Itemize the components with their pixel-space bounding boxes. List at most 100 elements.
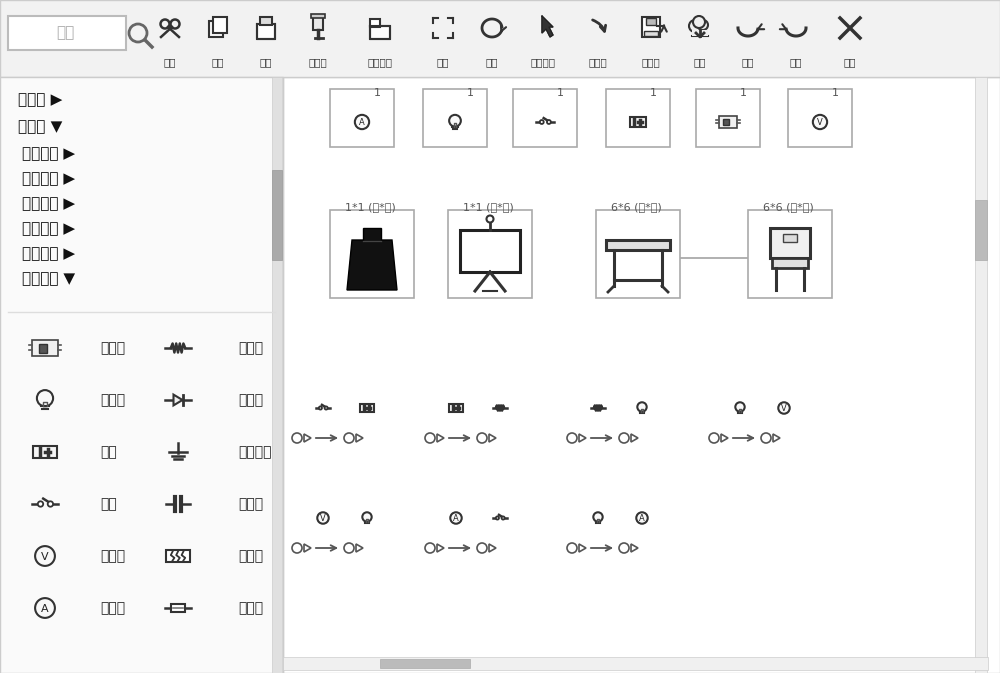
Text: 1*1 (行*列): 1*1 (行*列) — [463, 202, 513, 212]
Circle shape — [636, 512, 648, 524]
Circle shape — [450, 512, 462, 524]
Text: 放缩: 放缩 — [437, 57, 449, 67]
Bar — [723, 118, 729, 125]
Circle shape — [593, 512, 603, 522]
Bar — [272, 170, 282, 260]
Text: 1: 1 — [466, 88, 474, 98]
Circle shape — [693, 16, 705, 28]
Text: 光照元件 ▶: 光照元件 ▶ — [22, 172, 75, 186]
Polygon shape — [489, 544, 496, 552]
Text: 角色元件 ▶: 角色元件 ▶ — [22, 147, 75, 162]
Circle shape — [698, 20, 708, 30]
Bar — [330, 210, 414, 298]
Polygon shape — [773, 434, 780, 442]
Bar — [644, 31, 658, 36]
Bar — [975, 77, 987, 673]
Text: 1*1 (行*列): 1*1 (行*列) — [345, 202, 395, 212]
Bar — [8, 16, 126, 50]
Polygon shape — [542, 16, 553, 37]
Polygon shape — [304, 434, 311, 442]
Bar — [646, 18, 656, 25]
Bar — [719, 116, 737, 128]
Circle shape — [486, 215, 494, 223]
Text: 场景元件 ▼: 场景元件 ▼ — [22, 271, 75, 287]
Polygon shape — [356, 544, 363, 552]
Bar — [313, 16, 323, 30]
Bar — [460, 230, 520, 272]
Polygon shape — [347, 240, 397, 290]
Text: 电压表: 电压表 — [100, 549, 125, 563]
Text: 1: 1 — [556, 88, 564, 98]
Circle shape — [362, 512, 372, 522]
Circle shape — [449, 115, 461, 127]
Text: 指针工具: 指针工具 — [530, 57, 556, 67]
Text: 格式刷: 格式刷 — [309, 57, 327, 67]
Bar — [630, 118, 646, 127]
Circle shape — [778, 402, 790, 414]
Bar — [770, 228, 810, 258]
Text: 撤销: 撤销 — [742, 57, 754, 67]
Bar — [0, 77, 283, 673]
Text: 1: 1 — [650, 88, 656, 98]
Polygon shape — [304, 544, 311, 552]
Circle shape — [35, 546, 55, 566]
Text: A: A — [359, 118, 365, 127]
Text: 搜索: 搜索 — [56, 26, 74, 40]
Bar — [380, 659, 470, 668]
Bar — [449, 404, 463, 412]
Bar — [772, 258, 808, 268]
Text: A: A — [453, 514, 459, 523]
Bar — [260, 17, 272, 25]
Circle shape — [567, 543, 577, 553]
Circle shape — [502, 516, 505, 520]
Text: 6*6 (行*列): 6*6 (行*列) — [763, 202, 813, 212]
Text: 模型元件 ▶: 模型元件 ▶ — [22, 246, 75, 262]
Circle shape — [619, 433, 629, 443]
Bar — [330, 89, 394, 147]
Polygon shape — [437, 434, 444, 442]
Text: 电容器: 电容器 — [238, 497, 263, 511]
Text: 重做: 重做 — [790, 57, 802, 67]
Polygon shape — [721, 434, 728, 442]
Circle shape — [477, 543, 487, 553]
Bar — [513, 89, 577, 147]
Bar — [171, 604, 185, 612]
Circle shape — [37, 390, 53, 406]
Text: 1: 1 — [740, 88, 746, 98]
Bar — [33, 446, 57, 458]
Circle shape — [547, 120, 551, 124]
Bar — [360, 404, 374, 412]
Text: 剪切: 剪切 — [164, 57, 176, 67]
Circle shape — [761, 433, 771, 443]
Circle shape — [735, 402, 745, 412]
Bar — [0, 0, 1000, 77]
Text: 6*6 (行*列): 6*6 (行*列) — [611, 202, 661, 212]
Text: 保险丝: 保险丝 — [238, 601, 263, 615]
Polygon shape — [579, 434, 586, 442]
Bar — [783, 234, 797, 242]
Text: 元件库 ▼: 元件库 ▼ — [18, 120, 62, 135]
Circle shape — [709, 433, 719, 443]
Text: 保存: 保存 — [694, 57, 706, 67]
Bar — [39, 343, 47, 353]
Circle shape — [619, 543, 629, 553]
Text: 另存为: 另存为 — [642, 57, 660, 67]
Bar — [213, 17, 227, 33]
Bar — [272, 77, 282, 673]
Circle shape — [35, 598, 55, 618]
Polygon shape — [356, 434, 363, 442]
Bar — [283, 657, 988, 670]
Bar — [283, 77, 1000, 673]
Bar — [642, 17, 660, 37]
Circle shape — [38, 501, 43, 507]
Bar — [696, 89, 760, 147]
Bar — [448, 210, 532, 298]
Bar — [311, 14, 325, 18]
Text: V: V — [320, 514, 326, 523]
Bar — [606, 89, 670, 147]
Text: 组件库 ▶: 组件库 ▶ — [18, 92, 62, 108]
Polygon shape — [631, 434, 638, 442]
Text: 1: 1 — [832, 88, 838, 98]
Polygon shape — [489, 434, 496, 442]
Circle shape — [292, 543, 302, 553]
